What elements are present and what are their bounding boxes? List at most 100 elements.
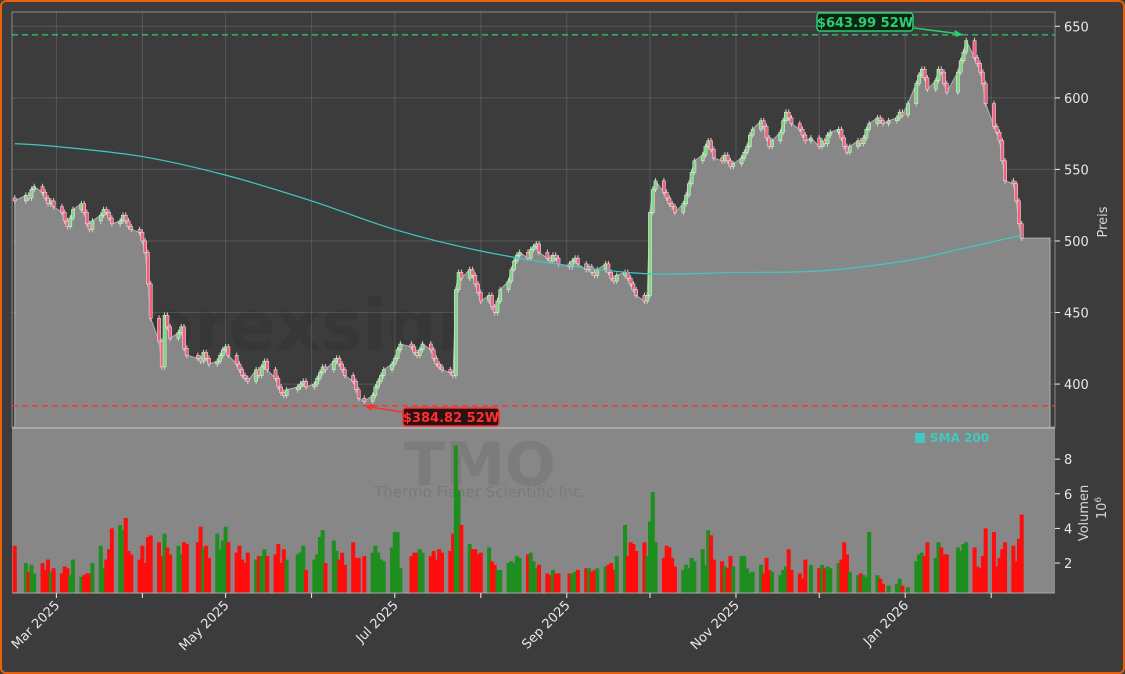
volume-bar [143, 563, 148, 593]
volume-bar [84, 573, 89, 593]
volume-bar [739, 556, 744, 593]
legend: SMA 200 [915, 431, 989, 445]
candle-down [354, 380, 358, 391]
candle-down [537, 243, 541, 253]
volume-bar [392, 531, 397, 593]
volume-bar [1016, 538, 1021, 593]
volume-bar [886, 585, 891, 593]
candle-down [448, 369, 453, 373]
volume-bar [218, 549, 223, 593]
candle-up [456, 272, 461, 290]
volume-bar [661, 557, 666, 593]
volume-bar [595, 568, 600, 593]
volume-bar [731, 566, 736, 593]
volume-bar [46, 559, 51, 593]
volume-bar [672, 566, 677, 593]
volume-bar [586, 568, 591, 593]
candle-down [992, 103, 996, 127]
volume-tick-label: 6 [1064, 488, 1072, 503]
candle-down [140, 232, 145, 242]
candle-up [681, 203, 686, 213]
candle-down [343, 369, 347, 376]
volume-bar [506, 563, 511, 593]
candle-down [490, 295, 494, 308]
volume-bar [856, 575, 861, 593]
volume-bar [939, 547, 944, 593]
candle-down [168, 326, 172, 339]
candle-down [1011, 180, 1016, 184]
volume-bar [922, 556, 927, 593]
candle-down [673, 206, 677, 213]
volume-bar [983, 528, 988, 593]
candle-down [786, 111, 791, 119]
volume-bar [381, 561, 386, 593]
volume-bar [82, 575, 87, 593]
volume-bar [48, 571, 53, 593]
candle-down [942, 71, 946, 84]
volume-bar [528, 552, 533, 593]
candle-up [331, 360, 336, 371]
volume-bar [917, 554, 922, 593]
volume-bar [537, 564, 542, 593]
candle-down [340, 363, 344, 371]
volume-bar [320, 530, 325, 593]
volume-bar [894, 583, 899, 593]
volume-bar [991, 531, 996, 593]
candle-down [1000, 140, 1005, 162]
volume-bar [420, 552, 425, 593]
volume-bar [29, 564, 34, 593]
candle-up [645, 295, 650, 302]
volume-bar [40, 563, 45, 593]
volume-bar [334, 550, 339, 593]
volume-bar [434, 559, 439, 593]
candles [12, 37, 1024, 405]
candle-up [453, 289, 458, 376]
volume-bars [12, 445, 1024, 593]
x-tick-label: Jan 2026 [860, 598, 912, 650]
volume-bar [256, 556, 261, 593]
candle-up [215, 360, 220, 365]
candle-up [933, 80, 938, 90]
volume-bar [512, 563, 517, 593]
volume-bar [925, 542, 930, 593]
volume-bar [473, 549, 478, 593]
candle-up [376, 380, 381, 388]
candle-down [983, 83, 988, 104]
candle-up [259, 366, 264, 376]
volume-bar [284, 559, 289, 593]
volume-tick-label: 4 [1064, 522, 1072, 537]
volume-bar [692, 561, 697, 593]
price-tick-label: 500 [1064, 235, 1089, 250]
candle-up [886, 120, 891, 124]
volume-bar [448, 550, 453, 593]
candle-up [739, 157, 744, 164]
volume-bar [32, 573, 37, 593]
volume-bar [451, 533, 456, 593]
volume-bar [742, 556, 747, 593]
volume-bar [573, 571, 578, 593]
candle-down [85, 212, 89, 225]
volume-bar [101, 568, 106, 593]
volume-bar [487, 547, 492, 593]
volume-bar [254, 559, 259, 593]
volume-bar [98, 545, 103, 593]
volume-bar [650, 492, 655, 593]
candle-up [684, 194, 688, 205]
volume-bar [822, 568, 827, 593]
candle-down [273, 369, 278, 379]
candle-up [828, 131, 833, 136]
volume-bar [670, 557, 675, 593]
volume-bar [43, 569, 48, 593]
volume-bar [467, 544, 472, 593]
candle-down [431, 349, 436, 359]
volume-bar [181, 542, 186, 593]
candle-down [997, 131, 1002, 142]
volume-bar [525, 554, 530, 593]
candle-up [861, 137, 866, 144]
volume-bar [978, 568, 983, 593]
volume-bar [245, 552, 250, 593]
volume-bar [819, 564, 824, 593]
volume-bar [797, 573, 802, 593]
candle-down [43, 192, 48, 199]
candle-down [789, 117, 794, 124]
